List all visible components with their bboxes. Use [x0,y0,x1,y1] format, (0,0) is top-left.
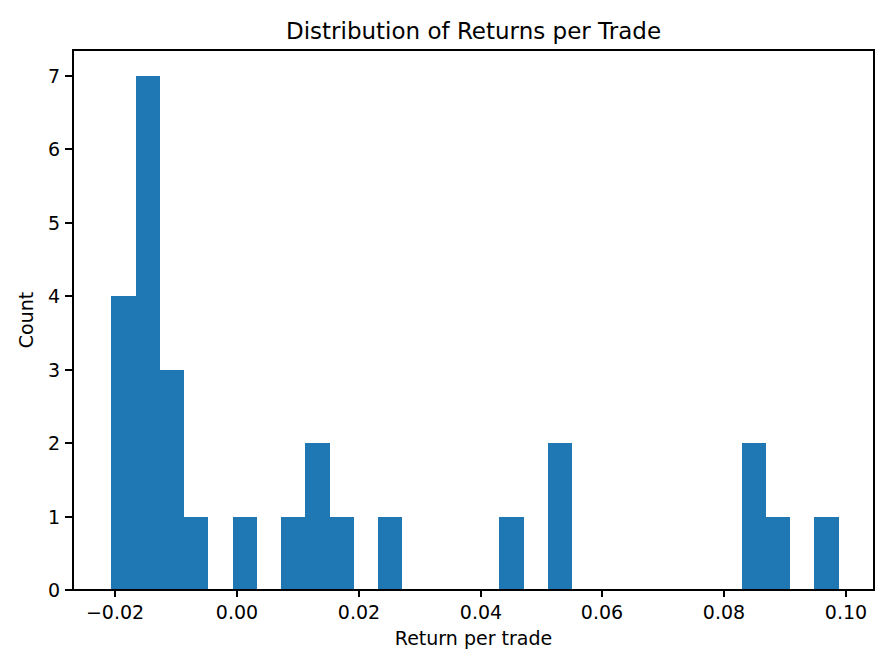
y-tick-label: 1 [0,506,60,528]
x-tick-label: 0.02 [314,601,404,623]
x-tick-mark [114,590,116,597]
histogram-bar [136,76,160,590]
histogram-bar [499,517,524,590]
y-tick-mark [65,148,72,150]
x-tick-label: −0.02 [70,601,160,623]
y-tick-mark [65,222,72,224]
histogram-bar [742,443,766,590]
histogram-figure: Distribution of Returns per Trade Count … [0,0,896,672]
y-tick-label: 0 [0,579,60,601]
y-tick-mark [65,442,72,444]
histogram-bar [305,443,330,590]
y-tick-label: 3 [0,359,60,381]
histogram-bar [814,517,839,590]
histogram-bar [281,517,305,590]
histogram-bar [111,296,136,590]
x-tick-label: 0.00 [192,601,282,623]
y-tick-label: 7 [0,65,60,87]
x-tick-label: 0.08 [679,601,769,623]
y-tick-mark [65,589,72,591]
histogram-bar [184,517,208,590]
y-tick-label: 5 [0,212,60,234]
x-tick-mark [845,590,847,597]
x-tick-mark [601,590,603,597]
plot-area: −0.020.000.020.040.060.080.1001234567 [73,50,874,590]
y-tick-label: 6 [0,138,60,160]
histogram-bar [330,517,354,590]
x-tick-mark [236,590,238,597]
histogram-bar [233,517,257,590]
histogram-bar [766,517,790,590]
histogram-bar [160,370,184,590]
y-tick-mark [65,516,72,518]
x-tick-label: 0.10 [801,601,891,623]
x-tick-label: 0.04 [436,601,526,623]
y-tick-mark [65,295,72,297]
x-axis-label: Return per trade [73,627,874,649]
x-tick-mark [480,590,482,597]
chart-title: Distribution of Returns per Trade [73,17,874,45]
histogram-bar [548,443,572,590]
x-tick-label: 0.06 [557,601,647,623]
y-tick-mark [65,75,72,77]
y-tick-mark [65,369,72,371]
y-tick-label: 4 [0,285,60,307]
x-tick-mark [358,590,360,597]
x-tick-mark [723,590,725,597]
histogram-bar [378,517,402,590]
y-tick-label: 2 [0,432,60,454]
